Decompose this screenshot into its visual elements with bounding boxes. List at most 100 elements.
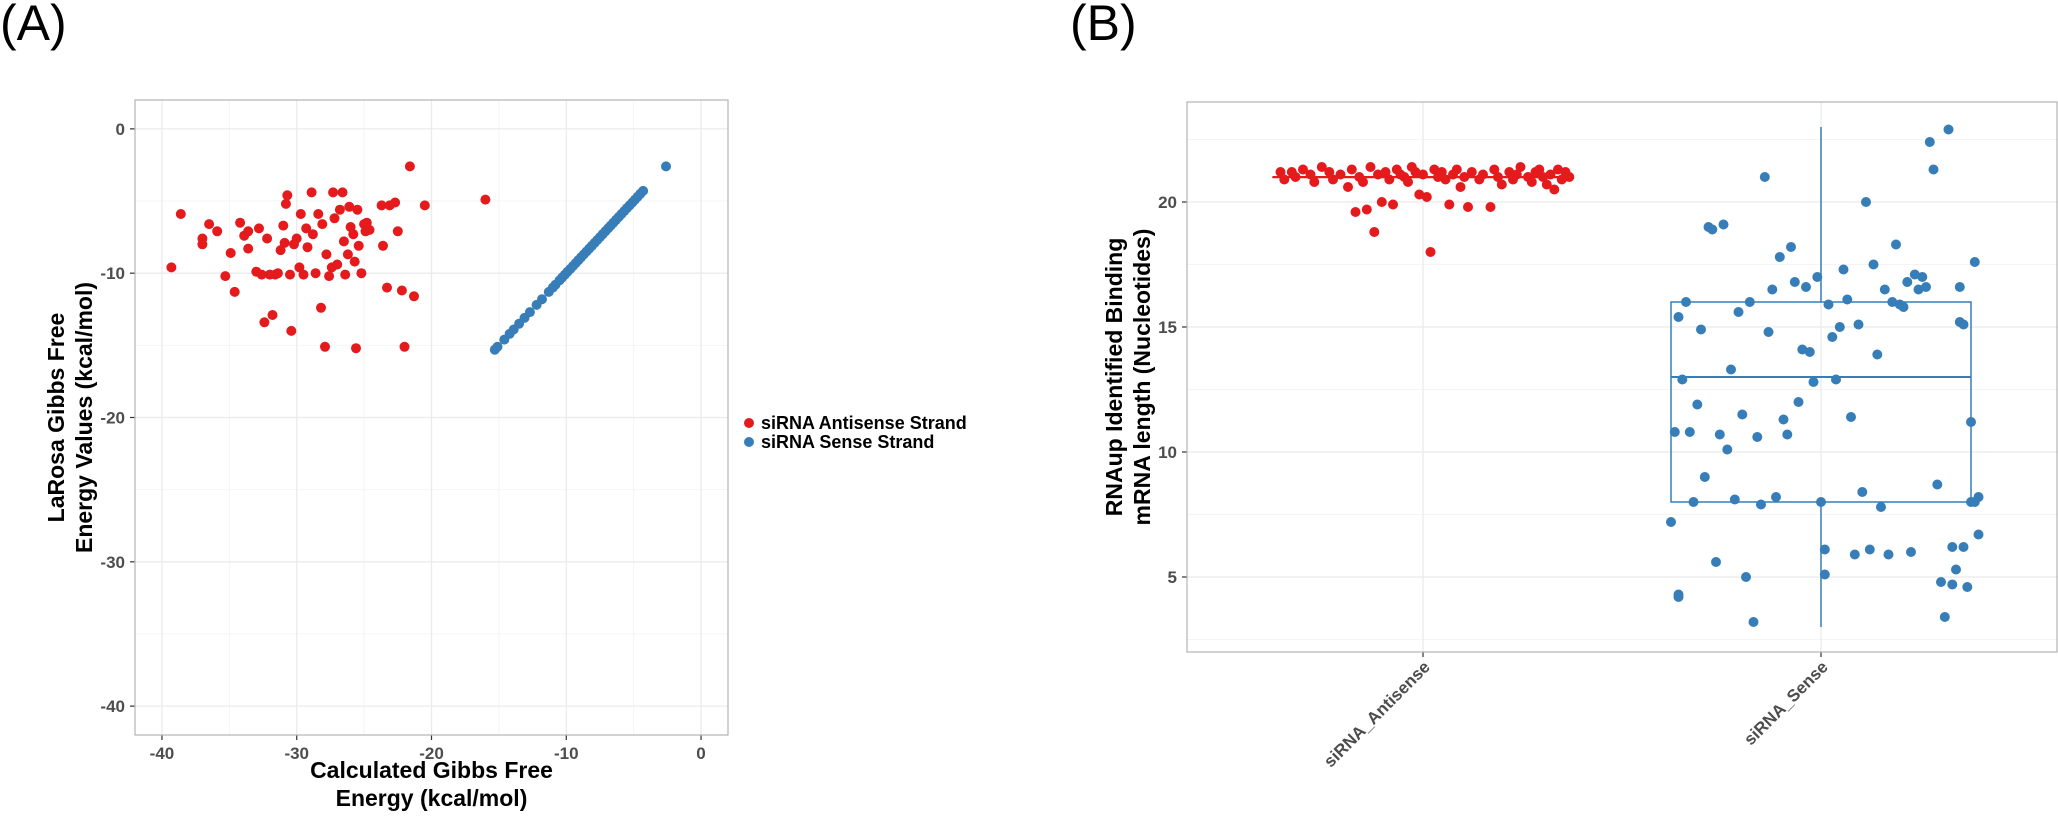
data-point: [1369, 227, 1380, 237]
scatter-chart-a: -40 -30 -20 -10 0 0 -10 -20 -30 -40 Calculated Gib…: [43, 99, 729, 811]
data-point: [1902, 277, 1913, 287]
data-point: [1831, 374, 1841, 385]
data-point: [1711, 557, 1721, 567]
data-point: [1793, 397, 1804, 407]
data-point: [1808, 377, 1819, 387]
data-point: [1699, 472, 1710, 482]
y-tick-label: -10: [100, 264, 125, 283]
x-tick-label: -30: [284, 744, 309, 763]
data-point: [1692, 399, 1703, 410]
data-point: [204, 219, 215, 230]
data-point: [1954, 282, 1965, 292]
plot-border-a: [134, 99, 729, 736]
data-point: [1440, 174, 1451, 185]
y-axis-title-line-1: RNAup Identified Binding: [1101, 238, 1127, 517]
data-point: [334, 204, 345, 215]
data-point: [1789, 277, 1800, 287]
data-point: [1365, 162, 1376, 172]
data-point: [235, 217, 246, 228]
data-point: [638, 185, 649, 196]
data-point: [1827, 332, 1838, 342]
data-point: [317, 219, 328, 230]
x-tick-label: 0: [696, 744, 705, 763]
data-point: [1973, 492, 1984, 502]
data-point: [353, 240, 364, 251]
data-point: [1763, 327, 1774, 337]
data-point: [1316, 162, 1327, 172]
data-point: [1834, 322, 1845, 332]
data-point: [1744, 297, 1755, 307]
data-point: [1361, 204, 1372, 215]
data-point: [1545, 169, 1556, 180]
data-point: [1943, 124, 1954, 135]
data-point: [1275, 167, 1286, 177]
data-point: [396, 285, 407, 296]
data-point: [328, 187, 339, 198]
data-point: [320, 341, 330, 352]
data-point: [1774, 252, 1785, 262]
y-tick-label: 20: [1158, 193, 1177, 212]
data-point: [1868, 259, 1879, 270]
data-point: [1823, 299, 1834, 310]
data-point: [243, 243, 254, 254]
legend-a: siRNA Antisense Strand siRNA Sense Stran…: [744, 413, 967, 452]
box-chart-b: 5 10 15 20 siRNA_Antisense siRNA_Sense RNAup I…: [1101, 101, 2058, 771]
data-point: [1951, 564, 1961, 575]
data-point: [419, 200, 430, 211]
data-point: [1534, 164, 1545, 175]
data-point: [1346, 164, 1357, 175]
data-point: [1384, 174, 1395, 185]
data-point: [1939, 612, 1950, 622]
data-point: [1752, 432, 1763, 442]
data-point: [282, 190, 293, 201]
data-point: [1436, 167, 1447, 177]
data-point: [1846, 412, 1856, 422]
data-point: [338, 236, 349, 247]
data-point: [1816, 497, 1826, 507]
data-point: [1759, 172, 1770, 182]
data-point: [254, 223, 264, 234]
data-point: [1324, 167, 1335, 177]
data-point: [1421, 192, 1432, 202]
y-axis-title-line-2: Energy Values (kcal/mol): [71, 282, 97, 553]
data-point: [1966, 417, 1976, 427]
data-point: [175, 209, 186, 219]
data-point: [1564, 172, 1575, 182]
x-axis-title-line-2: Energy (kcal/mol): [336, 785, 528, 811]
data-point: [344, 201, 355, 212]
data-point: [1485, 202, 1496, 212]
plot-border-b: [1186, 101, 2058, 653]
data-point: [390, 197, 401, 208]
data-point: [1541, 179, 1552, 190]
data-point: [1748, 617, 1759, 627]
data-point: [1681, 297, 1691, 307]
data-point: [1947, 542, 1958, 552]
data-point: [316, 302, 326, 313]
data-point: [1969, 257, 1980, 267]
data-point: [1962, 582, 1973, 592]
data-point: [1782, 429, 1793, 440]
data-point: [382, 282, 392, 293]
data-point: [321, 249, 332, 260]
data-point: [1876, 502, 1886, 512]
data-point: [1804, 347, 1815, 357]
data-point: [267, 310, 278, 320]
y-tick-label: 15: [1158, 318, 1177, 337]
data-point: [1666, 517, 1676, 527]
data-point: [1928, 164, 1939, 175]
data-point: [409, 291, 419, 302]
data-point: [310, 268, 321, 279]
data-point: [1853, 319, 1864, 330]
y-tick-label: -40: [100, 697, 125, 716]
data-point: [1350, 207, 1361, 217]
data-point: [1455, 182, 1466, 192]
data-point: [1879, 284, 1890, 295]
data-point: [324, 271, 335, 282]
data-point: [1733, 307, 1744, 317]
y-axis-title-line-1: LaRosa Gibbs Free: [43, 313, 69, 523]
data-point: [378, 240, 388, 251]
data-point: [1418, 169, 1428, 180]
data-point: [332, 259, 343, 270]
legend-swatch-antisense: [744, 418, 754, 428]
data-point: [291, 233, 302, 244]
